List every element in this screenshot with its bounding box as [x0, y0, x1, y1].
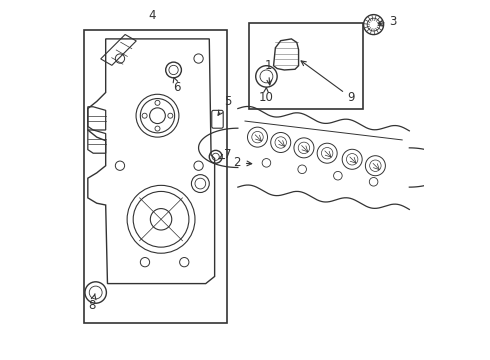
- Text: 5: 5: [218, 95, 232, 115]
- Bar: [248, 23, 363, 109]
- Text: 8: 8: [88, 294, 96, 312]
- Bar: [84, 30, 227, 323]
- Text: 9: 9: [301, 61, 355, 104]
- Text: 1: 1: [265, 59, 272, 85]
- Text: 3: 3: [378, 14, 397, 27]
- Text: 10: 10: [258, 87, 273, 104]
- Text: 7: 7: [219, 148, 232, 161]
- Text: 4: 4: [148, 9, 156, 22]
- Text: 6: 6: [173, 77, 181, 94]
- Text: 2: 2: [233, 156, 252, 169]
